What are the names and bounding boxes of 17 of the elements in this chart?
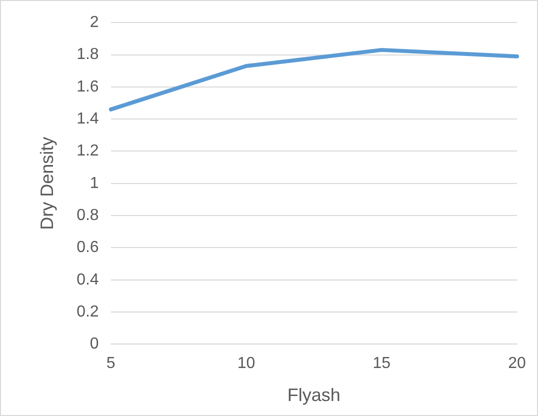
y-tick-label: 1.2: [76, 142, 99, 160]
x-axis-title: Flyash: [287, 385, 340, 406]
y-tick-label: 2: [90, 14, 99, 32]
x-tick-label: 15: [372, 355, 391, 372]
y-tick-label: 1.6: [76, 78, 99, 96]
y-tick-label: 1.4: [76, 110, 99, 128]
y-tick-label: 0.8: [76, 206, 99, 224]
y-axis-title: Dry Density: [36, 136, 57, 230]
y-tick-label: 0.6: [76, 239, 99, 256]
x-tick-label: 5: [106, 355, 116, 372]
x-tick-label: 20: [508, 355, 526, 372]
y-tick-label: 1: [90, 174, 99, 192]
x-tick-label: 10: [237, 355, 256, 372]
y-tick-label: 0: [90, 336, 99, 353]
y-tick-label: 0.4: [76, 271, 99, 288]
y-tick-label: 0.2: [76, 303, 99, 320]
y-tick-label: 1.8: [76, 46, 99, 64]
